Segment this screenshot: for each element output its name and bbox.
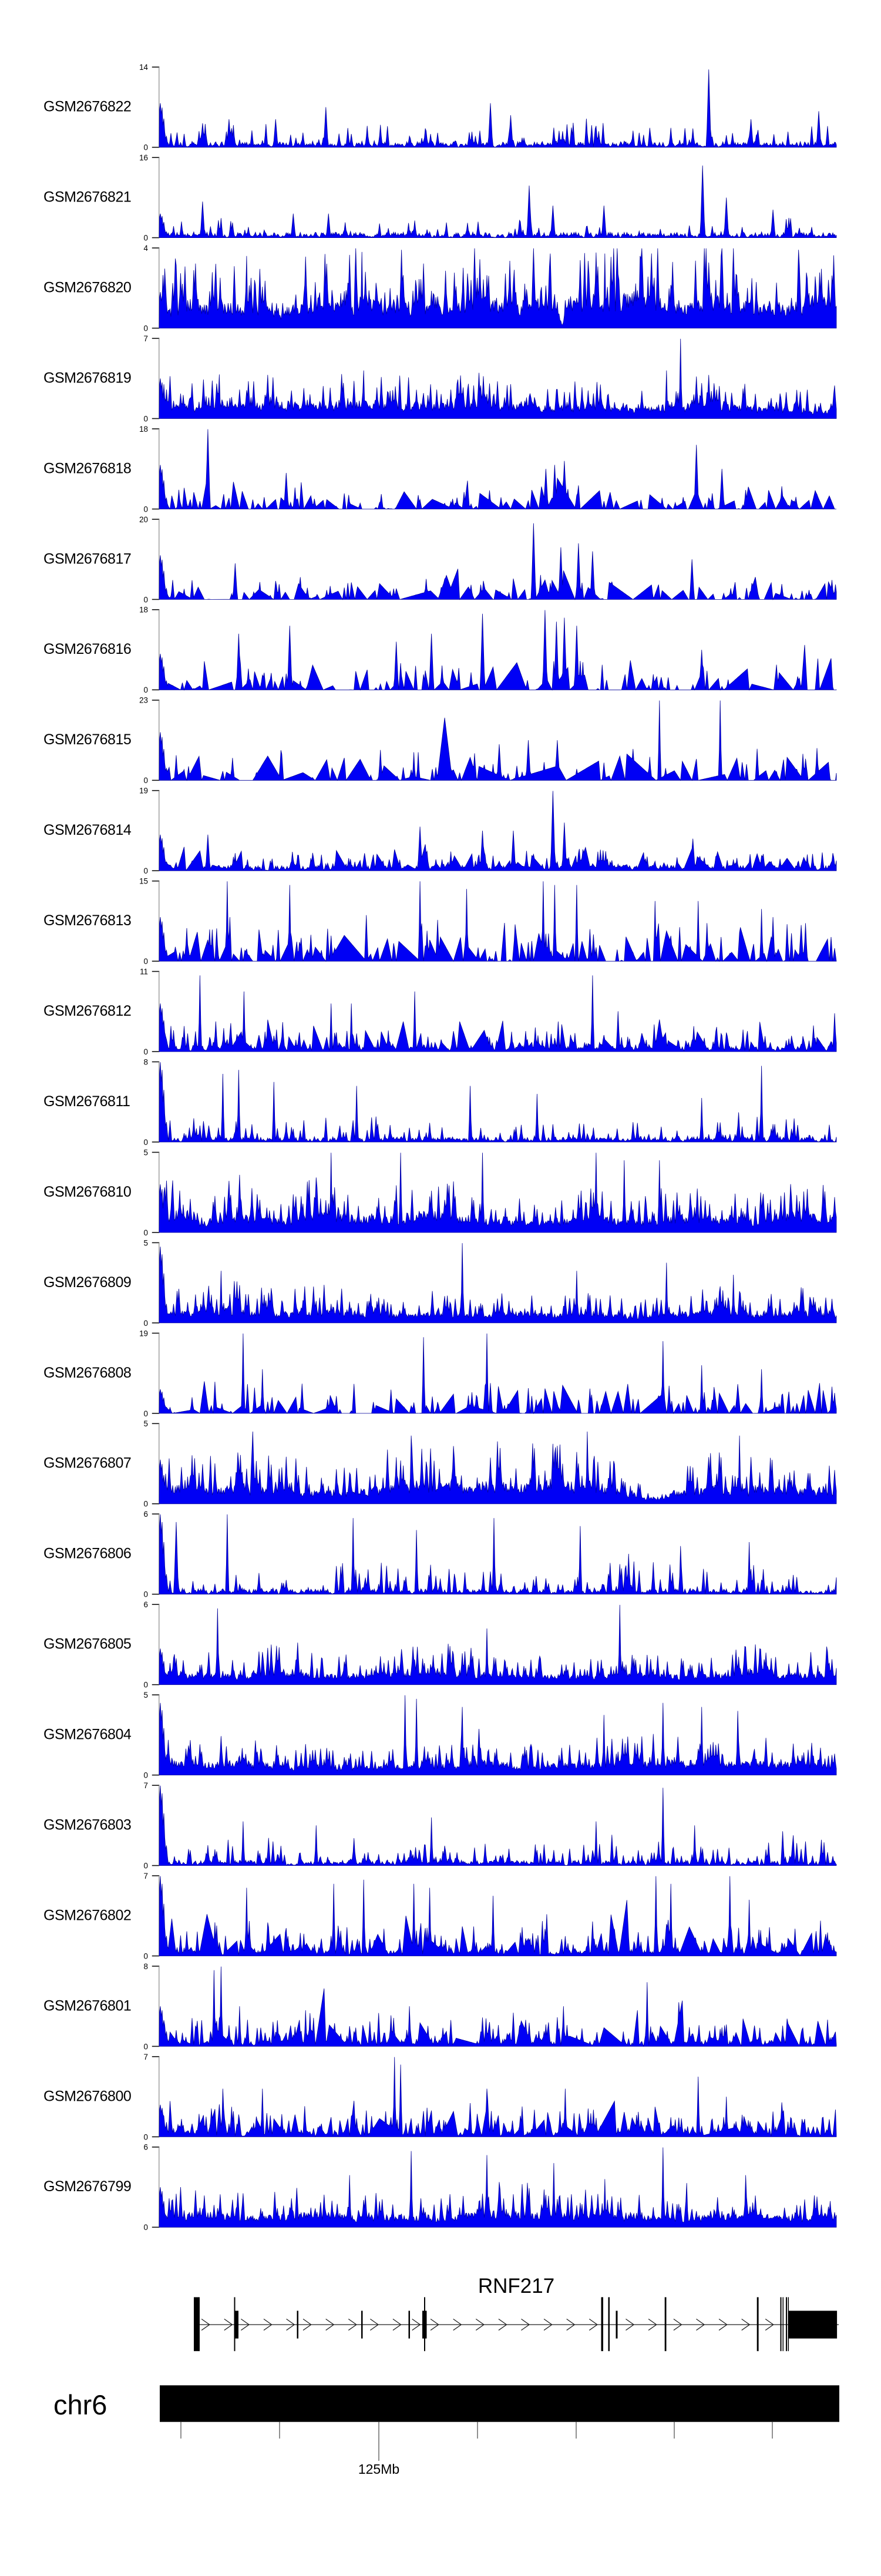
svg-text:0: 0 <box>144 2223 148 2232</box>
svg-text:4: 4 <box>144 244 149 253</box>
svg-text:18: 18 <box>139 606 148 614</box>
svg-text:6: 6 <box>144 2143 148 2152</box>
svg-text:0: 0 <box>144 234 148 243</box>
svg-text:0: 0 <box>144 324 148 333</box>
svg-text:GSM2676822: GSM2676822 <box>43 99 131 115</box>
svg-text:GSM2676802: GSM2676802 <box>43 1907 131 1923</box>
svg-text:RNF217: RNF217 <box>478 2275 554 2298</box>
svg-text:0: 0 <box>144 1862 148 1870</box>
svg-text:0: 0 <box>144 414 148 423</box>
svg-text:23: 23 <box>139 696 148 705</box>
svg-text:GSM2676813: GSM2676813 <box>43 912 131 929</box>
svg-text:GSM2676808: GSM2676808 <box>43 1365 131 1381</box>
svg-text:GSM2676814: GSM2676814 <box>43 822 132 838</box>
svg-text:7: 7 <box>144 1781 148 1790</box>
svg-text:0: 0 <box>144 595 148 604</box>
svg-text:GSM2676801: GSM2676801 <box>43 1997 131 2014</box>
svg-text:7: 7 <box>144 2053 148 2061</box>
svg-text:GSM2676804: GSM2676804 <box>43 1727 132 1743</box>
svg-text:GSM2676803: GSM2676803 <box>43 1817 131 1833</box>
svg-text:GSM2676816: GSM2676816 <box>43 641 131 657</box>
svg-text:0: 0 <box>144 143 148 152</box>
svg-text:0: 0 <box>144 776 148 785</box>
svg-text:5: 5 <box>144 1148 148 1157</box>
svg-text:0: 0 <box>144 686 148 694</box>
svg-text:6: 6 <box>144 1600 148 1609</box>
svg-text:0: 0 <box>144 1228 148 1237</box>
svg-text:7: 7 <box>144 1872 148 1880</box>
svg-text:GSM2676818: GSM2676818 <box>43 460 131 476</box>
svg-text:0: 0 <box>144 2132 148 2141</box>
svg-text:0: 0 <box>144 957 148 966</box>
svg-text:8: 8 <box>144 1962 148 1971</box>
svg-text:GSM2676810: GSM2676810 <box>43 1184 131 1200</box>
svg-text:5: 5 <box>144 1238 148 1247</box>
svg-text:GSM2676809: GSM2676809 <box>43 1274 131 1291</box>
svg-text:GSM2676820: GSM2676820 <box>43 280 131 296</box>
svg-text:0: 0 <box>144 1771 148 1780</box>
svg-text:19: 19 <box>139 1329 148 1338</box>
svg-text:0: 0 <box>144 1319 148 1328</box>
svg-text:7: 7 <box>144 334 148 343</box>
svg-text:0: 0 <box>144 1409 148 1418</box>
svg-text:18: 18 <box>139 425 148 434</box>
svg-text:GSM2676819: GSM2676819 <box>43 370 131 386</box>
svg-text:chr6: chr6 <box>53 2389 107 2420</box>
svg-text:5: 5 <box>144 1419 148 1428</box>
svg-text:GSM2676812: GSM2676812 <box>43 1003 131 1019</box>
svg-text:15: 15 <box>139 877 148 886</box>
svg-text:0: 0 <box>144 505 148 513</box>
svg-text:16: 16 <box>139 153 148 162</box>
svg-text:0: 0 <box>144 2042 148 2051</box>
svg-text:0: 0 <box>144 866 148 875</box>
svg-text:GSM2676800: GSM2676800 <box>43 2088 131 2104</box>
svg-text:0: 0 <box>144 1138 148 1147</box>
svg-text:GSM2676821: GSM2676821 <box>43 189 131 206</box>
svg-text:14: 14 <box>139 63 148 72</box>
svg-text:0: 0 <box>144 1500 148 1509</box>
svg-text:GSM2676799: GSM2676799 <box>43 2178 131 2195</box>
svg-text:8: 8 <box>144 1057 148 1066</box>
svg-text:6: 6 <box>144 1510 148 1519</box>
svg-text:0: 0 <box>144 1047 148 1056</box>
svg-text:125Mb: 125Mb <box>358 2461 399 2477</box>
svg-text:11: 11 <box>140 968 148 976</box>
svg-text:0: 0 <box>144 1681 148 1690</box>
svg-text:GSM2676817: GSM2676817 <box>43 550 131 567</box>
svg-text:19: 19 <box>139 787 148 795</box>
svg-text:GSM2676807: GSM2676807 <box>43 1455 131 1472</box>
svg-text:GSM2676806: GSM2676806 <box>43 1546 131 1562</box>
svg-text:GSM2676811: GSM2676811 <box>43 1093 130 1110</box>
svg-text:5: 5 <box>144 1691 148 1700</box>
svg-text:GSM2676805: GSM2676805 <box>43 1636 131 1653</box>
svg-text:GSM2676815: GSM2676815 <box>43 731 131 748</box>
svg-text:20: 20 <box>139 515 148 524</box>
svg-text:0: 0 <box>144 1590 148 1599</box>
svg-text:0: 0 <box>144 1952 148 1960</box>
